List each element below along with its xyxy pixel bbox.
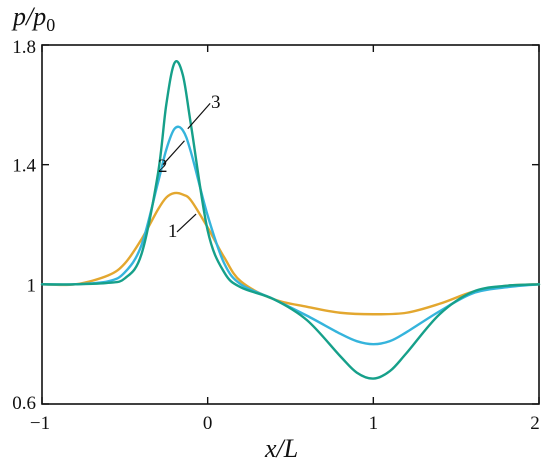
x-tick-label: 1 bbox=[369, 413, 379, 434]
x-tick-label: 2 bbox=[530, 413, 540, 434]
x-tick-label: 0 bbox=[203, 413, 213, 434]
x-axis-label: x/L bbox=[264, 434, 298, 463]
curve-2 bbox=[40, 125, 541, 346]
curves bbox=[40, 60, 541, 380]
curve-leader-lines bbox=[162, 102, 211, 233]
leader-line-3 bbox=[187, 102, 211, 130]
leader-line-1 bbox=[176, 213, 197, 233]
curve-label-3: 3 bbox=[211, 92, 221, 113]
curve-3 bbox=[40, 60, 541, 380]
plot-area bbox=[40, 44, 541, 405]
curve-labels: 1 2 3 bbox=[158, 92, 221, 242]
tick-labels: −1 0 1 2 0.6 1 1.4 1.8 bbox=[12, 37, 540, 434]
curve-label-2: 2 bbox=[158, 156, 168, 177]
leader-line-2 bbox=[162, 140, 185, 166]
y-tick-label: 0.6 bbox=[12, 393, 36, 414]
curve-label-1: 1 bbox=[168, 221, 178, 242]
y-tick-label: 1.4 bbox=[12, 156, 36, 177]
plot-frame bbox=[41, 44, 540, 405]
x-tick-label: −1 bbox=[30, 413, 50, 434]
y-tick-label: 1.8 bbox=[12, 37, 36, 58]
y-axis-label: p/p0 bbox=[11, 2, 55, 35]
y-tick-label: 1 bbox=[27, 275, 37, 296]
axis-ticks bbox=[41, 44, 540, 405]
